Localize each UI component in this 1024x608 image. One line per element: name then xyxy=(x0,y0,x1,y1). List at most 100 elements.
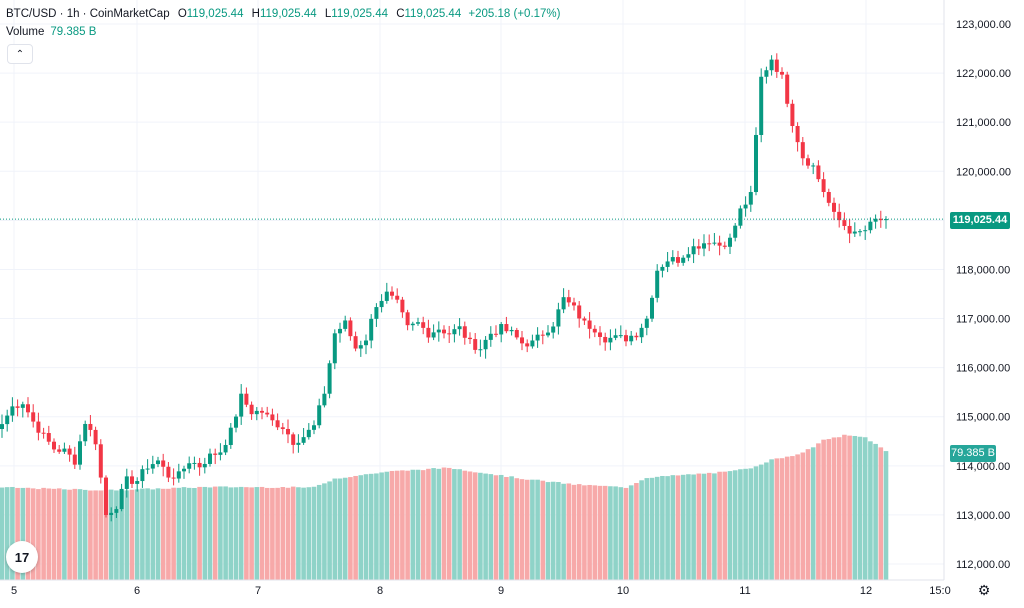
candle-body xyxy=(369,318,374,341)
candle-body xyxy=(717,242,722,246)
volume-bar xyxy=(623,487,629,580)
volume-bar xyxy=(446,467,452,580)
candle-body xyxy=(130,476,134,484)
volume-bar xyxy=(873,443,878,580)
candle-body xyxy=(696,246,701,249)
last-price-badge: 119,025.44 xyxy=(950,212,1010,229)
price-tick-label: 113,000.00 xyxy=(956,510,1010,522)
candle-body xyxy=(57,449,62,452)
candle-body xyxy=(218,452,223,455)
volume-bar xyxy=(592,485,598,580)
open-value: 119,025.44 xyxy=(186,8,244,20)
candle-body xyxy=(686,254,691,258)
volume-bar xyxy=(20,487,26,580)
candle-body xyxy=(826,191,831,203)
time-tick-label: 11 xyxy=(739,585,750,597)
candle-body xyxy=(722,245,727,247)
candle-body xyxy=(405,312,410,326)
volume-bar xyxy=(420,470,426,580)
volume-bar xyxy=(618,487,624,580)
candle-body xyxy=(670,257,675,262)
candle-body xyxy=(764,70,769,77)
volume-bar xyxy=(732,470,738,580)
gear-icon[interactable]: ⚙ xyxy=(977,582,991,598)
volume-bar xyxy=(722,471,728,580)
volume-bar xyxy=(478,472,483,580)
candle-body xyxy=(561,297,566,310)
volume-bar xyxy=(4,487,10,580)
volume-bar xyxy=(644,478,650,580)
volume-bar xyxy=(10,486,15,580)
volume-bar xyxy=(784,456,790,580)
candle-body xyxy=(478,349,483,351)
candle-body xyxy=(644,318,649,328)
candle-body xyxy=(135,481,140,484)
candle-body xyxy=(462,326,467,338)
volume-bar xyxy=(597,485,603,580)
volume-bar xyxy=(472,472,478,580)
candle-body xyxy=(78,441,82,465)
volume-bar xyxy=(670,475,676,580)
tradingview-logo-icon[interactable]: 17 xyxy=(6,541,38,573)
volume-bar xyxy=(800,452,806,580)
volume-bar xyxy=(566,483,572,580)
volume-bar xyxy=(550,481,556,580)
candle-body xyxy=(161,460,166,467)
candle-body xyxy=(660,266,665,271)
volume-bar xyxy=(862,437,868,580)
volume-bar xyxy=(114,490,119,580)
collapse-legend-button[interactable]: ⌃ xyxy=(7,44,33,64)
volume-bar xyxy=(311,486,317,580)
price-tick-label: 122,000.00 xyxy=(956,68,1011,80)
candle-body xyxy=(582,318,587,321)
volume-bar xyxy=(348,477,353,580)
volume-bar xyxy=(582,485,587,580)
volume-bar xyxy=(764,462,769,580)
time-axis: 5 6 7 8 9 10 11 12 15:0 xyxy=(11,585,951,597)
close-label: C xyxy=(396,8,405,20)
candle-body xyxy=(566,297,571,303)
candle-body xyxy=(317,405,322,426)
volume-bar xyxy=(540,480,546,580)
volume-bar xyxy=(514,478,520,580)
volume-bar xyxy=(202,486,208,580)
volume-bar xyxy=(197,486,202,580)
volume-bar xyxy=(743,468,748,580)
candle-body xyxy=(104,477,108,516)
candle-body xyxy=(36,421,41,433)
candle-body xyxy=(416,322,420,324)
candle-body xyxy=(676,257,680,263)
candle-body xyxy=(192,462,197,464)
volume-bar xyxy=(535,479,540,580)
volume-bar xyxy=(327,481,332,580)
volume-bar xyxy=(270,487,275,580)
volume-value: 79.385 B xyxy=(50,26,97,38)
candle-body xyxy=(442,329,446,334)
candle-body xyxy=(540,334,545,336)
time-tick-label: 15:0 xyxy=(929,585,950,597)
time-tick-label: 5 xyxy=(11,585,17,597)
volume-bar xyxy=(145,488,150,580)
price-tick-label: 115,000.00 xyxy=(956,412,1010,424)
volume-bar xyxy=(504,476,509,580)
candle-body xyxy=(681,257,686,263)
candle-body xyxy=(738,208,743,226)
volume-bar xyxy=(571,484,577,580)
volume-bar xyxy=(836,437,842,580)
candle-body xyxy=(452,329,457,335)
candle-body xyxy=(10,406,15,416)
candle-body xyxy=(223,444,228,453)
candle-body xyxy=(759,76,764,135)
candle-body xyxy=(46,433,51,442)
candle-body xyxy=(390,291,394,296)
candle-body xyxy=(509,329,514,332)
volume-bar xyxy=(748,468,754,580)
volume-bar xyxy=(519,479,525,580)
candle-body xyxy=(239,393,244,417)
candle-body xyxy=(504,324,509,332)
volume-bar xyxy=(301,487,306,580)
candle-body xyxy=(364,340,368,346)
candle-body xyxy=(806,158,810,166)
volume-bar xyxy=(524,479,530,580)
